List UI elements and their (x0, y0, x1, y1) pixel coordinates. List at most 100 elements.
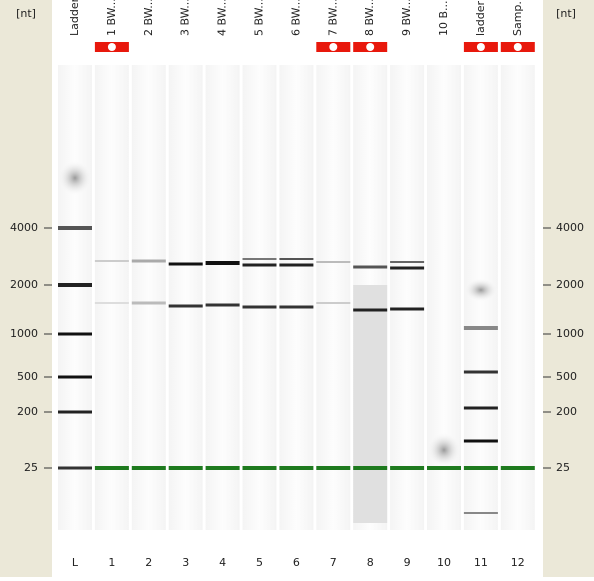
marker-band (279, 466, 314, 470)
lane (279, 65, 314, 530)
lane-number: L (72, 556, 79, 569)
band (390, 261, 425, 263)
band (131, 301, 166, 305)
lane-number: 1 (108, 556, 115, 569)
tick-label: 1000 (10, 327, 38, 340)
band (242, 263, 277, 267)
band (58, 332, 92, 336)
marker-band (94, 466, 129, 470)
lane-number: 12 (511, 556, 525, 569)
lane (168, 65, 203, 530)
marker-band (427, 466, 461, 470)
band (463, 406, 498, 410)
band (353, 308, 388, 312)
band (205, 303, 240, 307)
lane (131, 65, 166, 530)
band (463, 512, 498, 514)
marker-band (131, 466, 166, 470)
tick-label: 4000 (556, 221, 584, 234)
band (353, 265, 388, 269)
lane (94, 65, 129, 530)
band (58, 375, 92, 379)
lane-header: 5 BW... (253, 0, 266, 36)
lane (500, 65, 535, 530)
warning-flag-icon (513, 43, 522, 51)
lane-number: 3 (182, 556, 189, 569)
tick-label: 200 (556, 405, 577, 418)
tick-label: 500 (556, 370, 577, 383)
lane-number: 8 (367, 556, 374, 569)
warning-flag-icon (329, 43, 338, 51)
band (131, 259, 166, 263)
tick-label: 25 (556, 461, 570, 474)
marker-band (242, 466, 277, 470)
lane-header: 2 BW... (142, 0, 155, 36)
right-axis-panel (543, 0, 594, 577)
band (390, 307, 425, 311)
lane-number: 11 (474, 556, 488, 569)
axis-unit: [nt] (16, 7, 36, 20)
marker-band (500, 466, 535, 470)
warning-flag-icon (107, 43, 116, 51)
band (58, 226, 92, 230)
marker-band (353, 466, 388, 470)
lane-number: 9 (404, 556, 411, 569)
band (279, 263, 314, 267)
band (463, 370, 498, 374)
band (168, 304, 203, 308)
marker-band (168, 466, 203, 470)
tick-label: 2000 (556, 278, 584, 291)
band (242, 305, 277, 309)
lane (58, 65, 92, 530)
band (316, 261, 351, 263)
lane (205, 65, 240, 530)
band (168, 262, 203, 266)
lane-smear (58, 160, 92, 196)
lane-smear (463, 278, 498, 302)
axis-unit: [nt] (556, 7, 576, 20)
lane-header: 10 B... (437, 0, 450, 36)
band (463, 439, 498, 443)
tick-label: 4000 (10, 221, 38, 234)
lane-header: Samp... (511, 0, 524, 36)
band (58, 410, 92, 414)
band (205, 261, 240, 265)
lane-number: 6 (293, 556, 300, 569)
lane-header: 3 BW... (179, 0, 192, 36)
band (94, 260, 129, 262)
warning-flag-icon (366, 43, 375, 51)
band (279, 258, 314, 260)
lane (316, 65, 351, 530)
band (94, 302, 129, 304)
lane (390, 65, 425, 530)
marker-band (316, 466, 351, 470)
lane-header: Ladder (68, 0, 81, 36)
lane-smear (427, 432, 461, 468)
band (279, 305, 314, 309)
lane-header: 7 BW... (326, 0, 339, 36)
lane-number: 5 (256, 556, 263, 569)
lane-header: 4 BW... (216, 0, 229, 36)
lane-number: 4 (219, 556, 226, 569)
lane-smear (353, 285, 388, 523)
tick-label: 1000 (556, 327, 584, 340)
left-axis-panel (0, 0, 52, 577)
lane-header: 1 BW... (105, 0, 118, 36)
band (390, 266, 425, 270)
band (316, 302, 351, 304)
tick-label: 200 (17, 405, 38, 418)
lane-number: 7 (330, 556, 337, 569)
marker-band (463, 466, 498, 470)
band (58, 283, 92, 287)
tick-label: 500 (17, 370, 38, 383)
band (242, 258, 277, 260)
tick-label: 25 (24, 461, 38, 474)
marker-band (205, 466, 240, 470)
band (58, 466, 92, 470)
warning-flag-icon (476, 43, 485, 51)
lane-header: 8 BW... (363, 0, 376, 36)
tick-label: 2000 (10, 278, 38, 291)
lane-number: 2 (145, 556, 152, 569)
lane-header: 9 BW... (400, 0, 413, 36)
